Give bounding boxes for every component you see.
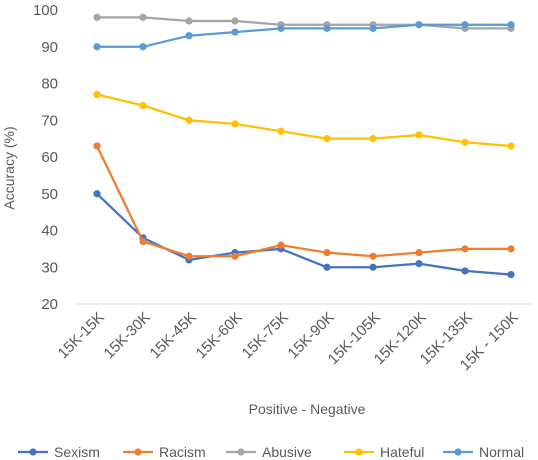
data-point-racism — [323, 248, 331, 257]
data-point-normal — [139, 43, 147, 51]
series-line-abusive — [95, 16, 513, 30]
data-point-racism — [415, 248, 423, 257]
data-point-hateful — [93, 90, 101, 99]
legend-label: Sexism — [54, 444, 100, 460]
x-tick-label: 15K-15K — [55, 309, 108, 362]
legend-swatch-marker — [355, 448, 363, 456]
data-point-abusive — [231, 17, 239, 25]
legend-item-sexism: Sexism — [18, 444, 100, 460]
data-point-hateful — [415, 131, 423, 139]
data-point-sexism — [323, 263, 331, 271]
series-line-hateful — [95, 93, 513, 148]
y-tick-label: 90 — [41, 39, 58, 56]
data-point-normal — [93, 43, 101, 51]
data-point-hateful — [369, 135, 377, 143]
data-point-normal — [323, 24, 331, 32]
legend-label: Racism — [159, 444, 206, 460]
legend-label: Normal — [479, 444, 524, 460]
series-sexism — [93, 190, 515, 279]
x-axis-ticks: 15K-15K15K-30K15K-45K15K-60K15K-75K15K-9… — [55, 309, 522, 374]
data-point-normal — [415, 21, 423, 29]
x-tick-label: 15K-60K — [193, 309, 246, 362]
data-point-racism — [277, 241, 285, 249]
series-normal — [93, 21, 515, 51]
data-point-racism — [231, 252, 239, 260]
y-tick-label: 100 — [33, 2, 58, 19]
legend-swatch-marker — [134, 448, 142, 456]
legend-item-abusive: Abusive — [226, 444, 312, 460]
data-point-racism — [461, 245, 469, 253]
data-point-racism — [185, 252, 193, 260]
legend: Sexism Racism Abusive Hateful Normal — [18, 444, 524, 460]
data-point-normal — [507, 21, 515, 29]
legend-label: Abusive — [262, 444, 312, 460]
y-tick-label: 30 — [41, 259, 58, 276]
legend-swatch-marker — [454, 448, 462, 456]
data-point-hateful — [139, 101, 147, 110]
data-point-sexism — [507, 271, 515, 279]
data-point-normal — [369, 24, 377, 32]
data-point-racism — [369, 252, 377, 260]
data-point-hateful — [185, 116, 193, 124]
data-point-hateful — [231, 120, 239, 128]
data-point-normal — [461, 21, 469, 29]
data-point-hateful — [277, 127, 285, 135]
data-point-racism — [507, 245, 515, 253]
data-point-normal — [231, 28, 239, 36]
data-point-sexism — [461, 267, 469, 275]
legend-item-racism: Racism — [123, 444, 206, 460]
y-tick-label: 60 — [41, 149, 58, 166]
series-lines — [93, 13, 515, 279]
data-point-normal — [185, 32, 193, 40]
data-point-racism — [139, 237, 147, 246]
series-line-normal — [95, 23, 513, 48]
y-axis-ticks: 20 30 40 50 60 70 80 90 100 — [33, 2, 58, 313]
series-racism — [93, 142, 515, 260]
data-point-abusive — [93, 13, 101, 21]
legend-item-normal: Normal — [443, 444, 524, 460]
y-axis-title: Accuracy (%) — [1, 126, 17, 209]
x-tick-label: 15K-30K — [101, 309, 154, 362]
series-hateful — [93, 90, 515, 150]
data-point-hateful — [507, 142, 515, 150]
series-line-racism — [95, 144, 513, 258]
x-tick-label: 15K-75K — [239, 309, 292, 362]
legend-item-hateful: Hateful — [344, 444, 424, 460]
y-tick-label: 20 — [41, 296, 58, 313]
y-tick-label: 70 — [41, 112, 58, 129]
data-point-normal — [277, 24, 285, 32]
data-point-sexism — [93, 190, 101, 198]
y-tick-label: 80 — [41, 76, 58, 93]
data-point-abusive — [139, 13, 147, 21]
x-tick-label: 15K-45K — [147, 309, 200, 362]
series-line-sexism — [95, 192, 513, 276]
x-axis-title: Positive - Negative — [249, 401, 366, 417]
data-point-sexism — [415, 259, 423, 268]
legend-label: Hateful — [380, 444, 424, 460]
y-tick-label: 50 — [41, 186, 58, 203]
legend-swatch-marker — [29, 448, 37, 456]
data-point-sexism — [369, 263, 377, 271]
data-point-hateful — [461, 138, 469, 146]
legend-swatch-marker — [237, 448, 245, 456]
data-point-hateful — [323, 135, 331, 143]
data-point-racism — [93, 142, 101, 150]
data-point-abusive — [185, 17, 193, 25]
y-tick-label: 40 — [41, 223, 58, 240]
